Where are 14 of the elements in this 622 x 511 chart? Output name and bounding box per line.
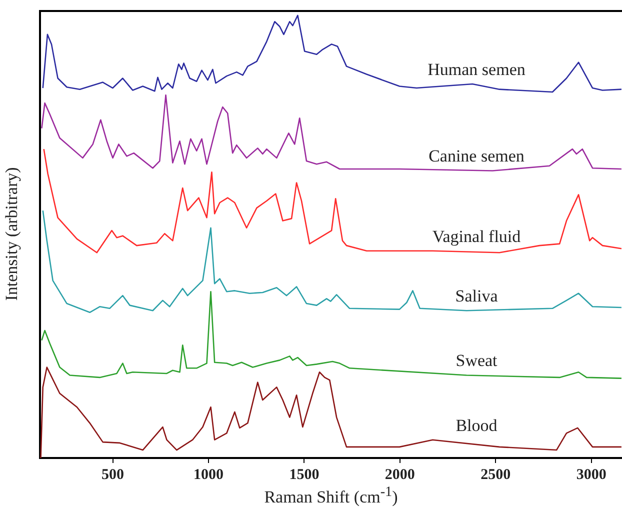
x-tick-label: 2500 — [480, 466, 511, 483]
series-label: Saliva — [455, 286, 498, 306]
x-tick-label: 500 — [102, 466, 124, 483]
x-axis-title: Raman Shift (cm$^{-1}$) — [263, 484, 399, 508]
x-tick-label: 1500 — [289, 466, 320, 483]
x-tick-label: 2000 — [384, 466, 415, 483]
y-axis-title: Intensity (arbitrary) — [2, 167, 22, 301]
series-label: Canine semen — [428, 146, 525, 166]
series-label: Vaginal fluid — [432, 226, 522, 246]
series-label: Sweat — [456, 351, 498, 370]
series-label: Human semen — [428, 60, 526, 79]
x-tick-label: 1000 — [193, 466, 224, 483]
series-label: Blood — [456, 416, 498, 435]
x-tick-label: 3000 — [576, 466, 606, 483]
